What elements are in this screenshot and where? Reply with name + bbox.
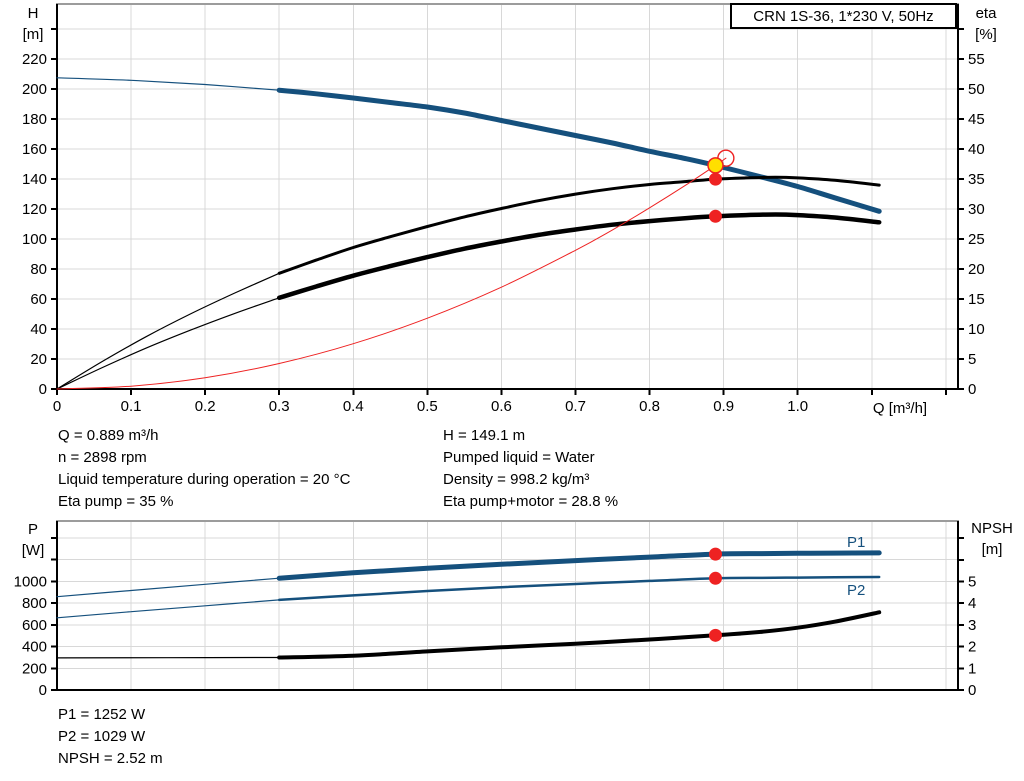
left-axis-tick-label: 140: [22, 171, 47, 188]
left-axis-tick-label: 180: [22, 111, 47, 128]
x-axis-tick-label: 0.8: [639, 398, 660, 415]
p-axis-title-symbol: P: [27, 521, 38, 538]
eta-axis-title-symbol: eta: [975, 5, 997, 22]
x-axis-tick-label: 1.0: [787, 398, 808, 415]
p2-operating-dot: [708, 571, 722, 585]
eta-pump-motor-operating-dot: [708, 209, 722, 223]
left-axis-tick-label: 20: [30, 351, 47, 368]
x-axis-tick-label: 0.3: [269, 398, 290, 415]
right-axis-tick-label: 5: [968, 351, 976, 368]
p-axis-title: P [W]: [16, 519, 50, 561]
p2-curve-label: P2: [847, 582, 866, 599]
eta-pump-curve-thin: [56, 272, 280, 390]
info-eta-pump-motor: Eta pump+motor = 28.8 %: [443, 493, 619, 510]
x-axis-tick-label: 0.2: [195, 398, 216, 415]
x-axis-tick-label: 0: [53, 398, 61, 415]
eta-axis-title-unit: [%]: [975, 26, 997, 43]
info-liquid-temp: Liquid temperature during operation = 20…: [58, 471, 351, 488]
left-axis-tick-label: 160: [22, 141, 47, 158]
left-axis-tick-label: 120: [22, 201, 47, 218]
h-axis-title-symbol: H: [27, 5, 39, 22]
x-axis-tick-label: 0.7: [565, 398, 586, 415]
left-axis-tick-label: 200: [22, 81, 47, 98]
x-axis-tick-label: 0.5: [417, 398, 438, 415]
h-axis-title-unit: [m]: [22, 26, 44, 43]
npsh-operating-dot: [708, 628, 722, 642]
left-axis-tick-label: 600: [22, 617, 47, 634]
left-axis-tick-label: 0: [39, 381, 47, 398]
right-axis-tick-label: 2: [968, 639, 976, 656]
npsh-axis-title-symbol: NPSH: [971, 520, 1013, 537]
right-axis-tick-label: 50: [968, 81, 985, 98]
info-q: Q = 0.889 m³/h: [58, 427, 159, 444]
x-axis-tick-label: 0.9: [713, 398, 734, 415]
left-axis-tick-label: 1000: [14, 573, 47, 590]
x-axis-tick-label: 0.4: [343, 398, 364, 415]
right-axis-tick-label: 20: [968, 261, 985, 278]
info-pumped-liquid: Pumped liquid = Water: [443, 449, 595, 466]
right-axis-tick-label: 10: [968, 321, 985, 338]
eta-axis-title: eta [%]: [964, 3, 1008, 45]
right-axis-tick-label: 25: [968, 231, 985, 248]
p1-curve: [276, 550, 882, 581]
right-axis-tick-label: 45: [968, 111, 985, 128]
info-speed: n = 2898 rpm: [58, 449, 147, 466]
left-axis-tick-label: 0: [39, 682, 47, 699]
right-axis-tick-label: 4: [968, 595, 976, 612]
result-p2: P2 = 1029 W: [58, 728, 146, 745]
eta-pump-motor-curve-thin: [56, 297, 280, 390]
result-p1: P1 = 1252 W: [58, 706, 146, 723]
left-axis-tick-label: 220: [22, 51, 47, 68]
eta-pump-motor-curve: [276, 212, 882, 301]
q-axis-title: Q [m³/h]: [872, 400, 928, 417]
right-axis-tick-label: 40: [968, 141, 985, 158]
pump-title-box: CRN 1S-36, 1*230 V, 50Hz: [730, 3, 957, 29]
qh-eta-chart: 0 20 40 60 80 100 120 140 160 180 200 220 0 5 10 15 20 25…: [22, 3, 985, 415]
h-axis-title: H [m]: [16, 3, 50, 45]
right-axis-tick-label: 30: [968, 201, 985, 218]
p1-curve-thin: [56, 577, 280, 598]
x-axis-tick-label: 0.1: [121, 398, 142, 415]
left-axis-tick-label: 80: [30, 261, 47, 278]
p2-curve-thin: [56, 599, 280, 619]
x-axis-tick-label: 0.6: [491, 398, 512, 415]
left-axis-tick-label: 800: [22, 595, 47, 612]
right-axis-tick-label: 5: [968, 574, 976, 591]
p1-curve-label: P1: [847, 534, 866, 551]
left-axis-tick-label: 40: [30, 321, 47, 338]
npsh-axis-title-unit: [m]: [981, 541, 1003, 558]
system-curve: [56, 157, 727, 390]
result-npsh: NPSH = 2.52 m: [58, 750, 163, 767]
h-q-curve: [276, 87, 882, 214]
right-axis-tick-label: 0: [968, 682, 976, 699]
info-h: H = 149.1 m: [443, 427, 526, 444]
right-axis-tick-label: 15: [968, 291, 985, 308]
p1-operating-dot: [708, 547, 722, 561]
left-axis-tick-label: 100: [22, 231, 47, 248]
left-axis-tick-label: 200: [22, 660, 47, 677]
right-axis-tick-label: 0: [968, 381, 976, 398]
eta-pump-curve: [277, 175, 881, 275]
left-axis-tick-label: 400: [22, 639, 47, 656]
npsh-axis-title: NPSH [m]: [964, 518, 1020, 560]
npsh-curve: [277, 610, 882, 660]
right-axis-tick-label: 1: [968, 660, 976, 677]
eta-pump-operating-dot: [708, 172, 722, 186]
p2-curve: [277, 575, 881, 602]
info-density: Density = 998.2 kg/m³: [443, 471, 590, 488]
p-axis-title-unit: [W]: [21, 542, 45, 559]
duty-point-marker[interactable]: [707, 157, 724, 174]
right-axis-tick-label: 3: [968, 617, 976, 634]
right-axis-tick-label: 35: [968, 171, 985, 188]
h-q-curve-thin: [56, 77, 280, 91]
power-npsh-chart: 0 200 400 600 800 1000 0 1 2 3 4 5: [14, 520, 976, 699]
info-eta-pump: Eta pump = 35 %: [58, 493, 174, 510]
right-axis-tick-label: 55: [968, 51, 985, 68]
left-axis-tick-label: 60: [30, 291, 47, 308]
